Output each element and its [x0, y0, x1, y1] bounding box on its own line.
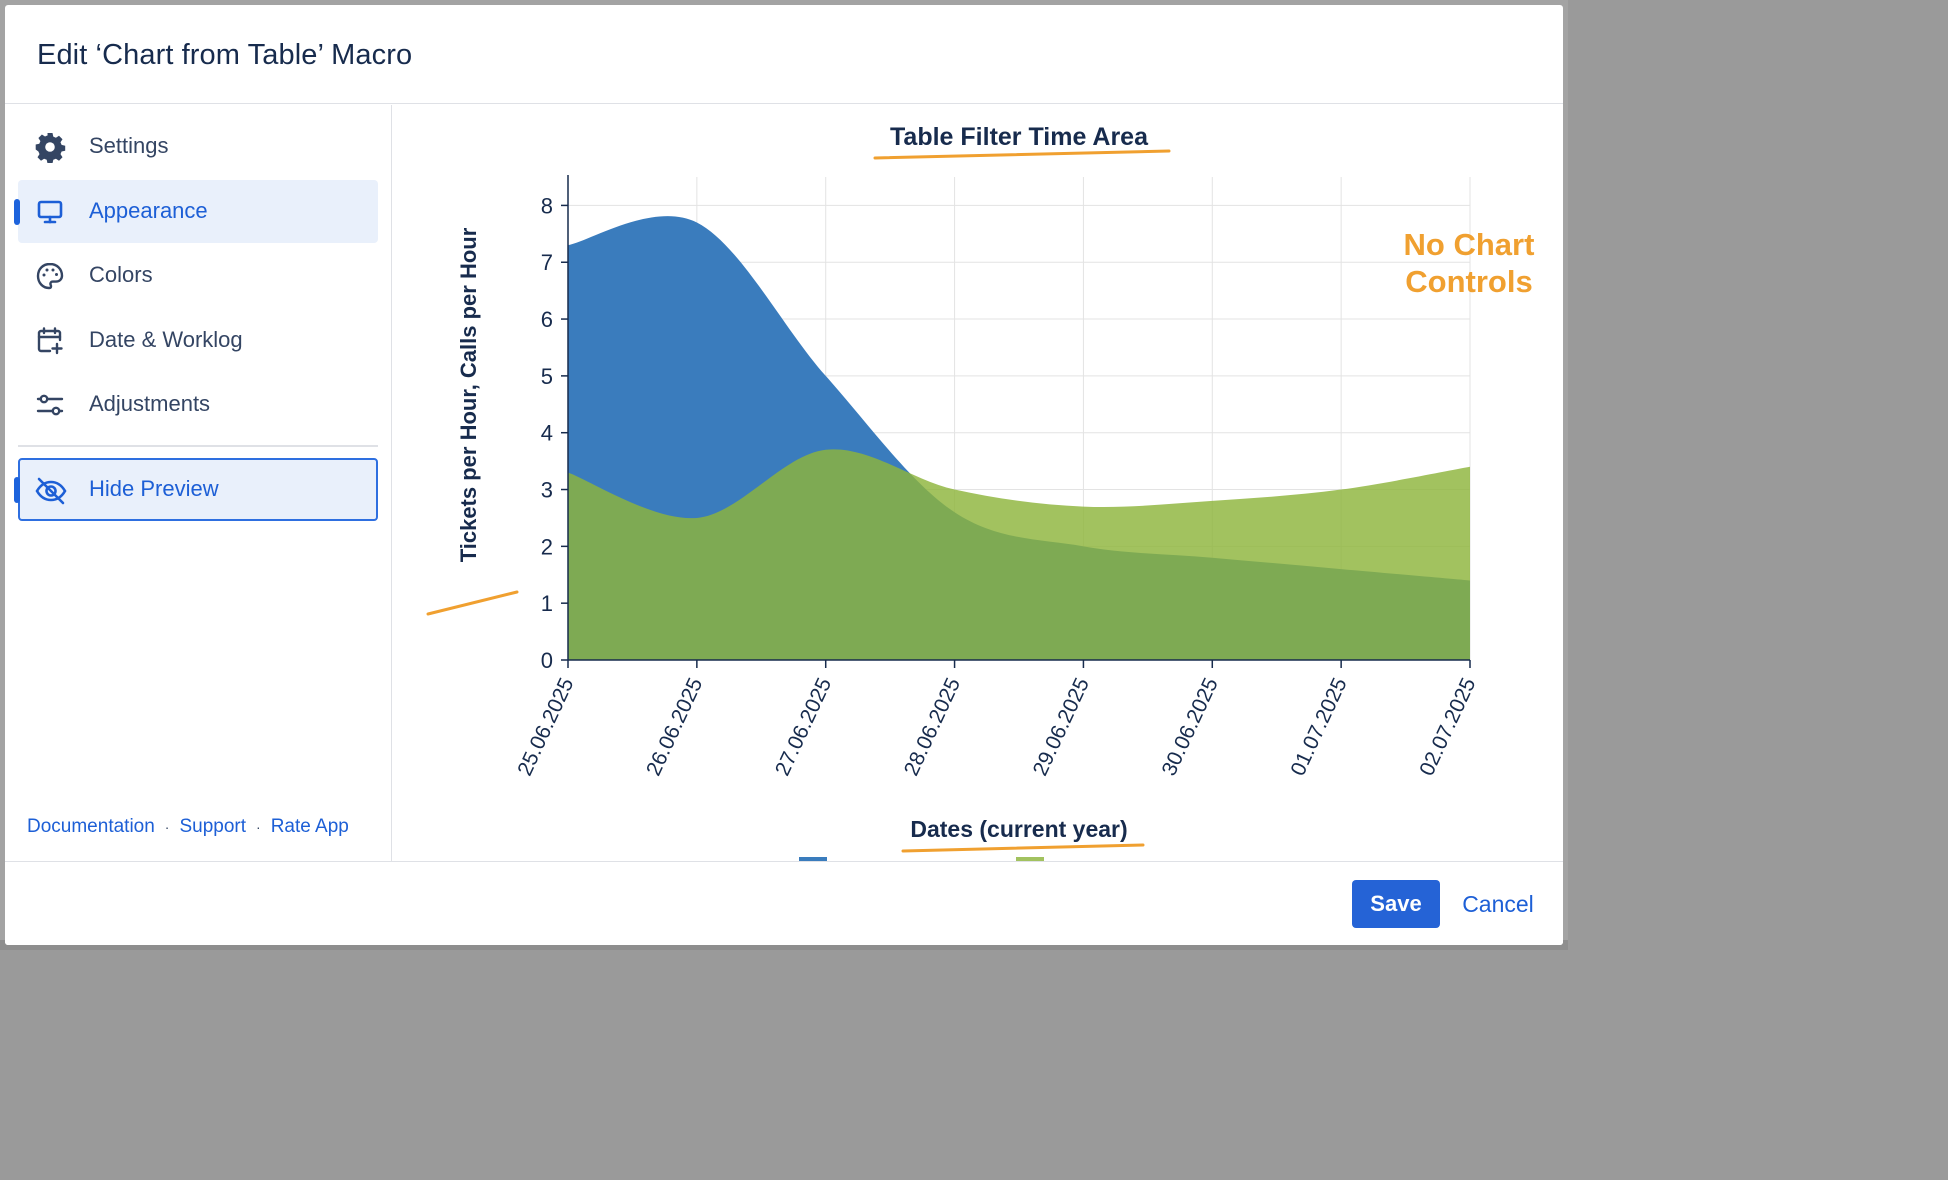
sidebar-item-label: Appearance	[89, 198, 208, 223]
sidebar-item-label: Date & Worklog	[89, 327, 243, 352]
y-label-underline	[426, 590, 519, 616]
y-tick-label: 4	[541, 421, 553, 446]
macro-dialog: Edit ‘Chart from Table’ Macro Settings A…	[5, 5, 1563, 945]
gear-icon	[34, 131, 66, 164]
annotation-line2: Controls	[1405, 264, 1532, 299]
sidebar-item-label: Settings	[89, 133, 169, 158]
support-link[interactable]: Support	[179, 816, 247, 837]
chart-legend: Tickets per Hour Calls per Hour	[799, 857, 1193, 861]
legend-swatch	[799, 857, 827, 861]
x-tick-label: 27.06.2025	[771, 674, 836, 779]
backdrop-stripe	[0, 940, 1568, 950]
x-label-underline	[901, 843, 1145, 853]
y-tick-label: 6	[541, 307, 553, 332]
legend-label: Tickets per Hour	[835, 857, 996, 861]
x-tick-label: 29.06.2025	[1029, 674, 1094, 779]
legend-swatch	[1016, 857, 1044, 861]
x-tick-label: 02.07.2025	[1415, 674, 1480, 779]
sidebar-divider	[18, 445, 378, 447]
chart-preview: 0 1 2 3 4 5 6 7 8 25.06.2025 26.06.2025 27.06.2025 2…	[393, 105, 1563, 861]
chart-areas	[568, 216, 1470, 660]
chart-title: Table Filter Time Area	[890, 123, 1149, 151]
title-underline	[873, 149, 1171, 160]
dialog-title: Edit ‘Chart from Table’ Macro	[37, 39, 413, 71]
x-tick-label: 01.07.2025	[1286, 674, 1351, 779]
palette-icon	[34, 260, 66, 292]
sidebar-item-settings[interactable]: Settings	[18, 115, 378, 178]
x-axis-label: Dates (current year)	[910, 816, 1127, 842]
sidebar: Settings Appearance	[5, 105, 392, 861]
y-axis-label: Tickets per Hour, Calls per Hour	[456, 227, 481, 562]
sliders-icon	[34, 389, 66, 421]
calendar-plus-icon	[34, 325, 66, 357]
sidebar-item-adjustments[interactable]: Adjustments	[18, 373, 378, 436]
sidebar-item-label: Adjustments	[89, 391, 211, 416]
y-tick-label: 8	[541, 193, 553, 218]
dialog-header: Edit ‘Chart from Table’ Macro	[5, 5, 1563, 104]
sidebar-item-appearance[interactable]: Appearance	[14, 180, 378, 243]
eye-off-icon	[34, 474, 67, 506]
save-button[interactable]: Save	[1352, 880, 1440, 928]
y-tick-label: 0	[541, 648, 553, 673]
sidebar-item-colors[interactable]: Colors	[18, 244, 378, 307]
area-chart: 0 1 2 3 4 5 6 7 8 25.06.2025 26.06.2025 27.06.2025 2…	[426, 123, 1535, 861]
legend-label: Calls per Hour	[1052, 857, 1193, 861]
y-tick-label: 5	[541, 364, 553, 389]
documentation-link[interactable]: Documentation	[27, 816, 155, 837]
y-tick-label: 3	[541, 478, 553, 503]
link-separator: ·	[256, 819, 261, 835]
monitor-icon	[34, 196, 66, 228]
annotation-line1: No Chart	[1404, 227, 1535, 262]
cancel-button[interactable]: Cancel	[1448, 880, 1548, 928]
sidebar-item-date-worklog[interactable]: Date & Worklog	[18, 309, 378, 372]
dialog-footer: Save Cancel	[5, 861, 1563, 945]
area-series-2	[568, 449, 1470, 660]
y-tick-label: 1	[541, 591, 553, 616]
y-tick-label: 2	[541, 534, 553, 559]
hide-preview-button[interactable]: Hide Preview	[14, 458, 378, 521]
hide-preview-label: Hide Preview	[89, 476, 219, 501]
sidebar-item-label: Colors	[89, 262, 153, 287]
rate-app-link[interactable]: Rate App	[270, 816, 349, 837]
sidebar-footer-links: Documentation · Support · Rate App	[27, 816, 349, 838]
x-tick-label: 26.06.2025	[642, 674, 707, 779]
x-tick-label: 30.06.2025	[1158, 674, 1223, 779]
x-tick-label: 28.06.2025	[900, 674, 965, 779]
y-tick-label: 7	[541, 250, 553, 275]
x-tick-label: 25.06.2025	[513, 674, 578, 779]
link-separator: ·	[164, 819, 170, 835]
